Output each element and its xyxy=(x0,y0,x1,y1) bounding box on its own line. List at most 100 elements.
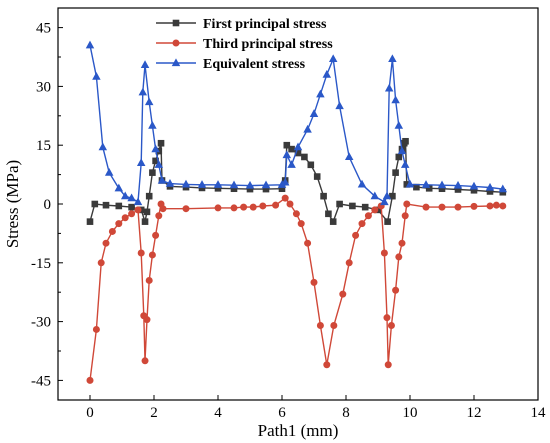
x-tick-label: 2 xyxy=(150,405,158,421)
data-point xyxy=(352,231,360,239)
y-tick-label: -30 xyxy=(31,315,51,331)
data-point xyxy=(133,197,143,206)
data-point xyxy=(402,137,409,145)
data-point xyxy=(154,160,164,168)
series-first-principal-stress xyxy=(86,137,507,225)
data-point xyxy=(97,259,105,267)
data-point xyxy=(392,286,400,294)
data-point xyxy=(357,179,367,188)
data-point xyxy=(323,361,331,369)
data-point xyxy=(213,180,223,188)
data-point xyxy=(157,139,165,147)
data-point xyxy=(144,97,154,106)
data-point xyxy=(313,173,321,180)
data-point xyxy=(261,180,271,189)
data-point xyxy=(391,95,400,104)
series-layer xyxy=(85,40,508,384)
data-point xyxy=(304,239,312,247)
data-point xyxy=(364,212,372,220)
data-point xyxy=(159,205,167,213)
y-tick-label: 30 xyxy=(36,79,51,95)
legend: First principal stress Third principal st… xyxy=(156,17,333,72)
data-point xyxy=(288,145,295,153)
data-point xyxy=(128,210,136,218)
data-point xyxy=(370,191,380,200)
data-point xyxy=(361,203,369,211)
data-point xyxy=(297,220,305,228)
data-point xyxy=(335,101,344,110)
data-point xyxy=(92,71,101,80)
data-point xyxy=(280,177,290,186)
data-point xyxy=(403,200,411,208)
data-point xyxy=(259,202,267,210)
data-point xyxy=(316,89,325,98)
data-point xyxy=(395,153,403,161)
data-point xyxy=(98,142,108,151)
data-point xyxy=(422,203,430,211)
data-point xyxy=(149,169,156,176)
legend-marker xyxy=(172,19,180,27)
data-point xyxy=(309,109,319,117)
series-third-principal-stress xyxy=(86,194,507,384)
data-point xyxy=(145,192,153,200)
data-point xyxy=(240,203,248,211)
data-point xyxy=(329,218,337,225)
data-point xyxy=(492,201,500,209)
data-point xyxy=(127,193,136,202)
data-point xyxy=(245,180,255,189)
series-line-equivalent-stress xyxy=(89,45,503,204)
x-tick-label: 0 xyxy=(86,405,94,421)
data-point xyxy=(322,70,332,78)
data-point xyxy=(380,249,388,257)
x-tick-label: 8 xyxy=(342,405,350,421)
data-point xyxy=(383,314,391,322)
data-point xyxy=(382,191,392,200)
data-point xyxy=(86,376,94,384)
data-point xyxy=(145,276,153,284)
data-point xyxy=(389,192,396,200)
y-axis: -45 -30 -15 0 15 30 45 xyxy=(31,21,63,389)
data-point xyxy=(339,290,347,298)
data-point xyxy=(486,202,494,210)
data-point xyxy=(380,197,389,206)
legend-item: Third principal stress xyxy=(156,37,333,52)
data-point xyxy=(454,203,462,211)
data-point xyxy=(230,204,238,212)
data-point xyxy=(148,120,157,129)
data-point xyxy=(148,251,156,259)
data-point xyxy=(349,202,356,210)
data-point xyxy=(405,179,415,188)
legend-marker xyxy=(171,58,181,67)
legend-item: Equivalent stress xyxy=(156,57,306,72)
data-point xyxy=(325,210,332,218)
data-point xyxy=(91,200,99,208)
y-tick-label: -45 xyxy=(31,373,51,389)
data-point xyxy=(121,214,129,222)
data-point xyxy=(301,153,308,161)
data-point xyxy=(140,60,150,68)
data-point xyxy=(384,218,391,225)
data-point xyxy=(141,218,149,225)
data-point xyxy=(114,183,124,192)
data-point xyxy=(283,141,291,149)
data-point xyxy=(182,205,190,213)
legend-label: Equivalent stress xyxy=(203,57,306,72)
legend-label: Third principal stress xyxy=(203,37,333,52)
data-point xyxy=(398,239,406,247)
data-point xyxy=(138,87,148,96)
data-point xyxy=(371,206,379,214)
data-point xyxy=(287,160,296,168)
data-point xyxy=(453,180,463,189)
data-point xyxy=(214,204,222,212)
data-point xyxy=(397,146,407,155)
data-point xyxy=(104,168,114,176)
data-point xyxy=(141,357,149,365)
data-point xyxy=(437,180,447,189)
data-point xyxy=(392,169,399,176)
data-point xyxy=(115,202,123,210)
y-tick-label: 0 xyxy=(44,197,52,213)
data-point xyxy=(229,180,239,189)
data-point xyxy=(400,160,410,168)
data-point xyxy=(421,180,431,188)
